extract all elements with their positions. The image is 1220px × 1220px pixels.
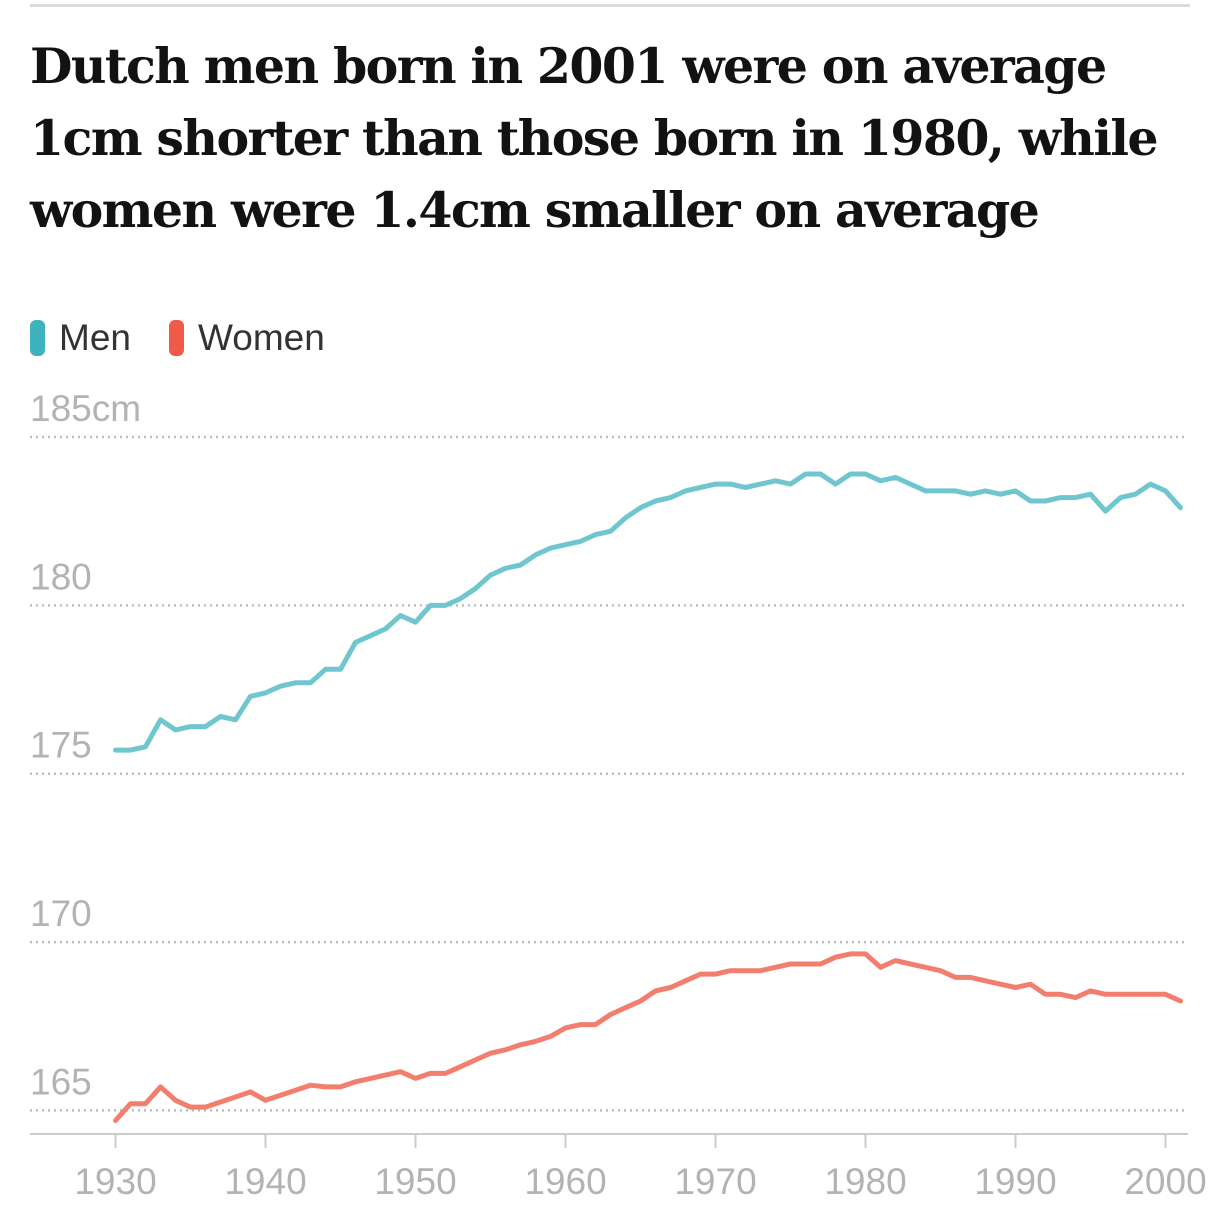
x-tick-label-1950: 1950 bbox=[374, 1161, 456, 1202]
legend-swatch-men bbox=[30, 320, 45, 356]
x-tick-label-1960: 1960 bbox=[524, 1161, 606, 1202]
gridlines bbox=[30, 435, 1188, 1112]
legend-swatch-women bbox=[168, 320, 184, 356]
y-tick-label-175: 175 bbox=[30, 725, 92, 766]
y-tick-label-170: 170 bbox=[30, 893, 92, 934]
legend-label-men: Men bbox=[59, 317, 131, 358]
x-tick-label-1930: 1930 bbox=[74, 1161, 156, 1202]
series-line-men bbox=[113, 471, 1183, 753]
y-tick-label-185: 185cm bbox=[30, 388, 141, 429]
x-tick-label-2000: 2000 bbox=[1124, 1161, 1206, 1202]
y-tick-label-180: 180 bbox=[30, 556, 92, 597]
legend-label-women: Women bbox=[197, 317, 325, 358]
legend-item-men: Men bbox=[30, 317, 131, 359]
x-axis: 1930 1940 1950 1960 1970 1980 1990 2000 bbox=[30, 1133, 1207, 1202]
series-line-women bbox=[113, 951, 1183, 1123]
legend-item-women: Women bbox=[168, 317, 325, 359]
series-lines bbox=[113, 471, 1183, 1123]
x-tick-label-1990: 1990 bbox=[974, 1161, 1056, 1202]
top-rule bbox=[30, 4, 1190, 7]
y-axis-ticks: 185cm 180 175 170 165 bbox=[30, 388, 141, 1102]
x-tick-label-1980: 1980 bbox=[824, 1161, 906, 1202]
x-tick-label-1970: 1970 bbox=[674, 1161, 756, 1202]
x-tick-label-1940: 1940 bbox=[224, 1161, 306, 1202]
y-tick-label-165: 165 bbox=[30, 1061, 92, 1102]
chart-title: Dutch men born in 2001 were on average 1… bbox=[30, 37, 1159, 239]
legend: Men Women bbox=[30, 314, 363, 362]
